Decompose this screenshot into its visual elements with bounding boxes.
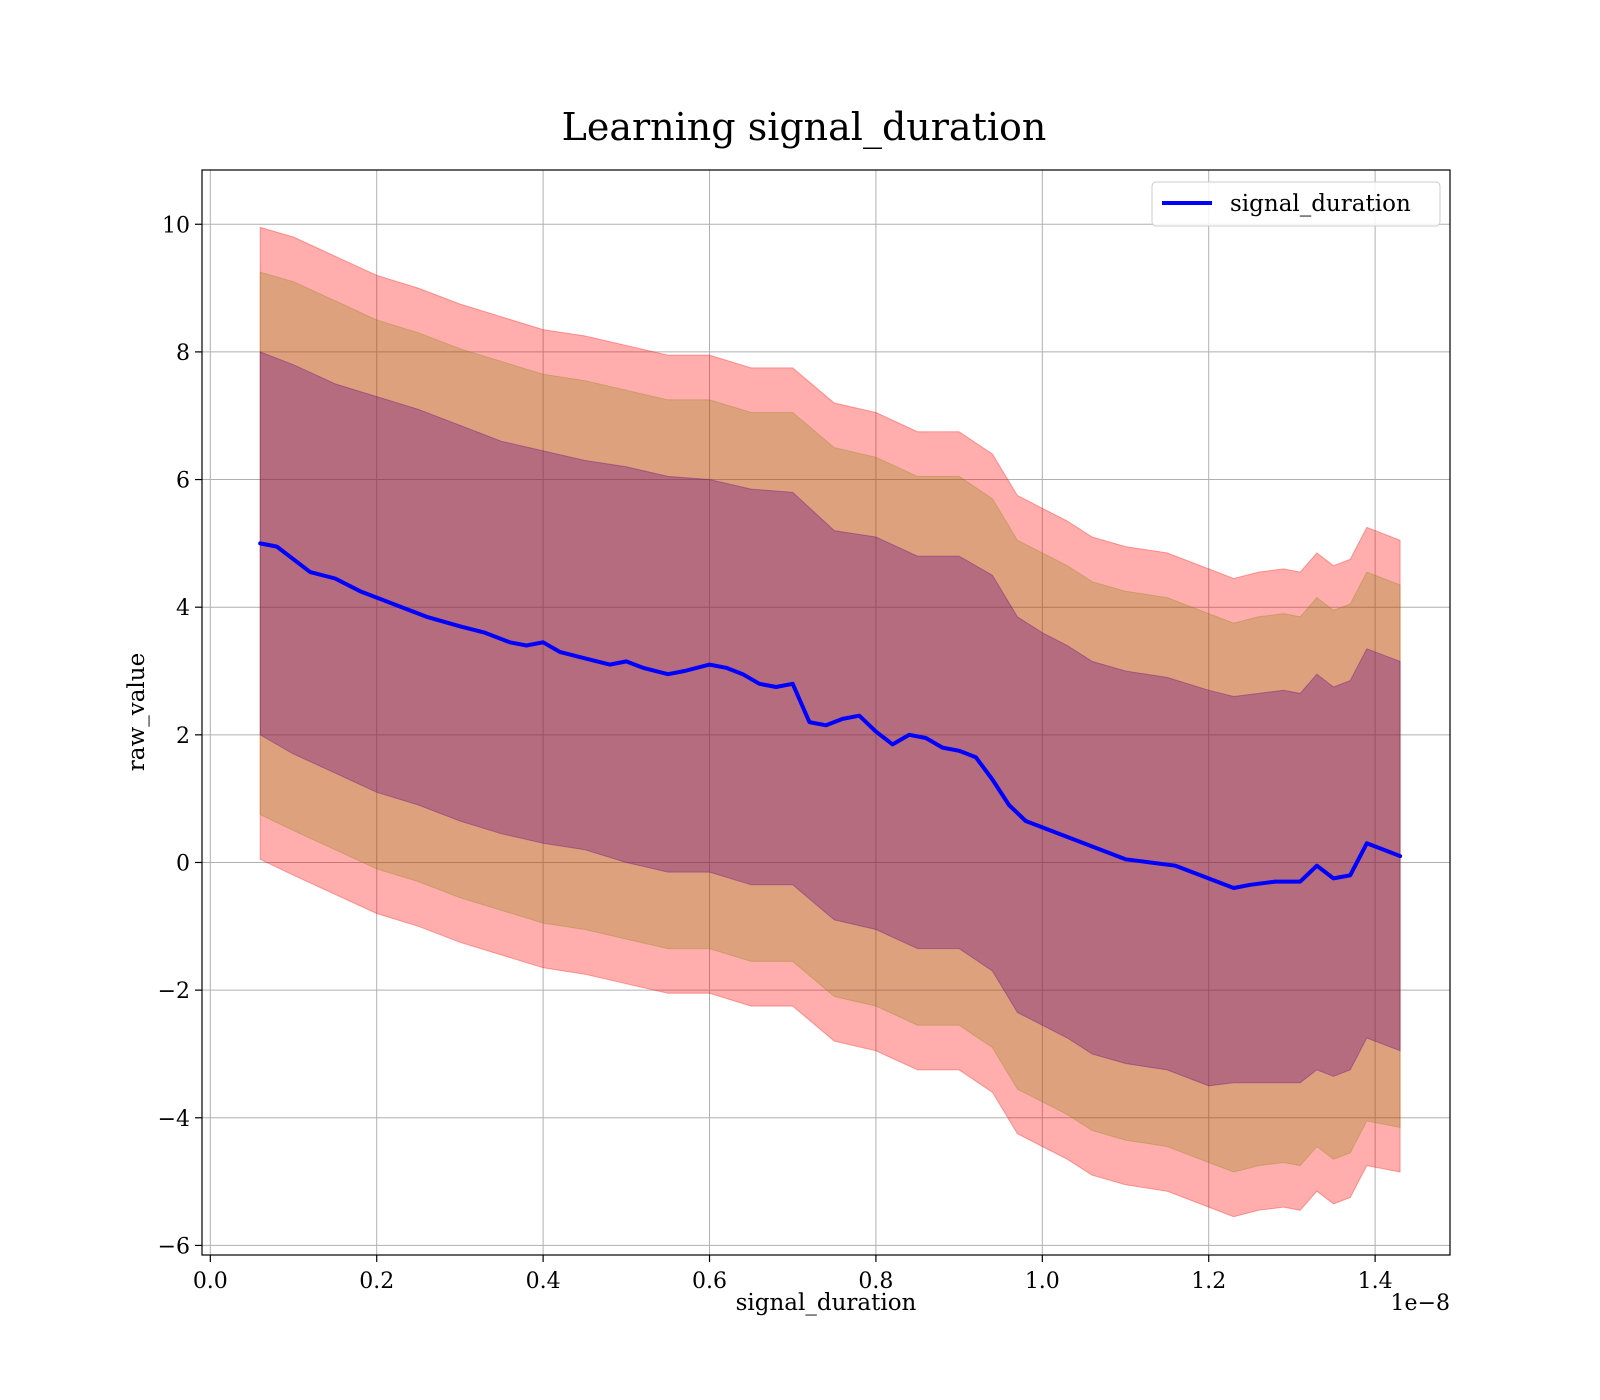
y-tick-label: 2 <box>176 724 190 749</box>
chart-title: Learning signal_duration <box>562 105 1047 150</box>
grid-lines <box>202 170 1450 1255</box>
y-tick-label: −4 <box>158 1107 190 1132</box>
y-tick-label: 8 <box>176 341 190 366</box>
x-tick-label: 0.0 <box>193 1269 228 1294</box>
series-line-signal-duration <box>258 541 1403 890</box>
axes-frame <box>201 169 1451 1256</box>
x-tick-label: 1.4 <box>1358 1269 1393 1294</box>
x-tick-label: 0.2 <box>359 1269 394 1294</box>
series-lines <box>258 541 1403 890</box>
y-tick-label: 4 <box>176 596 190 621</box>
x-axis-ticks: 0.0 0.2 0.4 0.6 0.8 1.0 1.2 1.4 <box>193 1255 1393 1294</box>
y-axis-ticks: −6 −4 −2 0 2 4 6 8 10 <box>158 213 202 1259</box>
y-tick-label: −2 <box>158 979 190 1004</box>
x-tick-label: 0.6 <box>692 1269 727 1294</box>
legend: signal_duration <box>1151 181 1441 227</box>
legend-label-signal-duration: signal_duration <box>1230 191 1411 217</box>
x-axis-title: signal_duration <box>736 1290 917 1316</box>
x-tick-label: 0.4 <box>526 1269 561 1294</box>
y-tick-label: 10 <box>162 213 190 238</box>
x-axis-offset-text: 1e−8 <box>1391 1291 1450 1316</box>
y-tick-label: 6 <box>176 469 190 494</box>
x-tick-label: 0.8 <box>858 1269 893 1294</box>
band-3 <box>259 351 1401 1087</box>
x-tick-label: 1.2 <box>1191 1269 1226 1294</box>
y-axis-title: raw_value <box>124 653 150 771</box>
y-tick-label: 0 <box>176 851 190 876</box>
legend-box <box>1151 181 1441 227</box>
y-tick-label: −6 <box>158 1234 190 1259</box>
x-tick-label: 1.0 <box>1025 1269 1060 1294</box>
